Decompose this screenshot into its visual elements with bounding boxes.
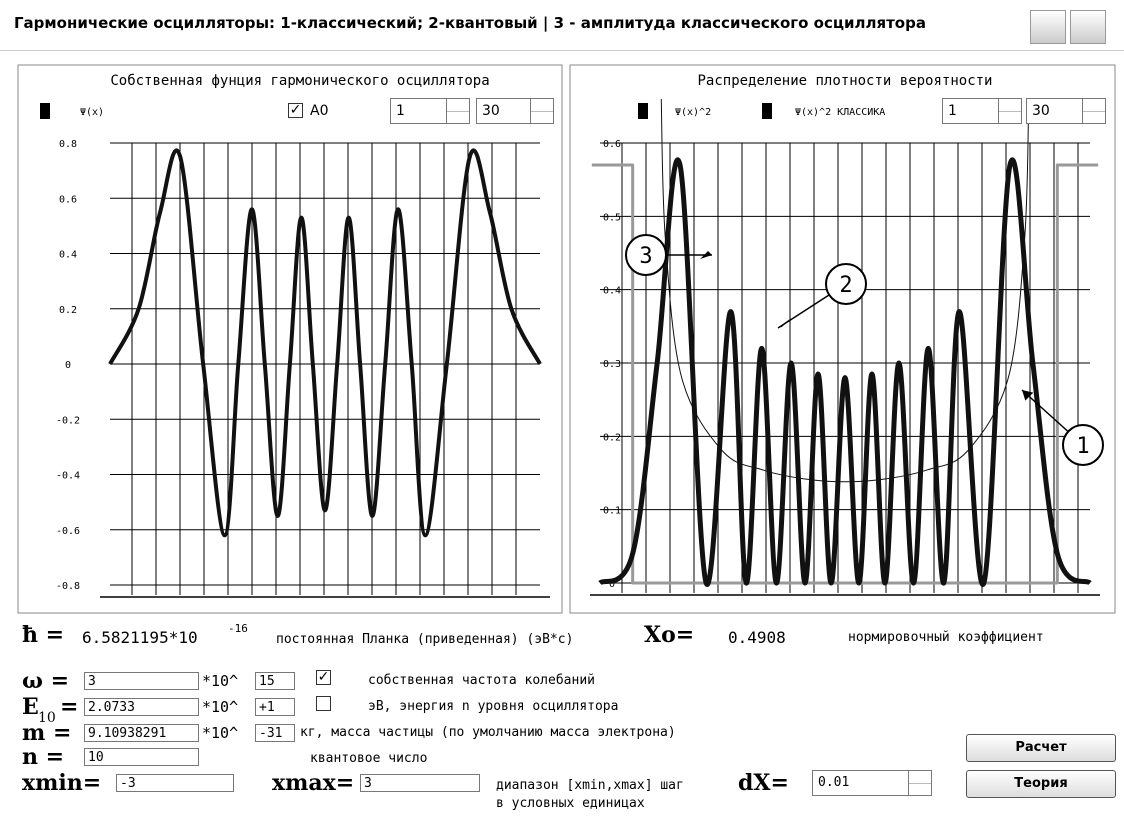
label: нормировочный коэффициент bbox=[848, 630, 1044, 645]
arrow-head bbox=[1022, 390, 1034, 401]
label: эВ, энергия n уровня осциллятора bbox=[368, 699, 619, 714]
spinner[interactable]: 1 bbox=[942, 98, 1022, 124]
text-input[interactable]: +1 bbox=[255, 698, 295, 716]
y-tick-label: -0.4 bbox=[56, 471, 80, 482]
arrow-head bbox=[700, 251, 712, 259]
label: n = bbox=[22, 744, 65, 770]
annotation-circle bbox=[625, 234, 667, 276]
legend-swatch bbox=[762, 103, 772, 119]
series-line bbox=[598, 157, 1092, 587]
chart-title: Распределение плотности вероятности bbox=[697, 73, 992, 89]
label: E bbox=[22, 694, 39, 720]
spinner[interactable]: 30 bbox=[1026, 98, 1106, 124]
annotation-label: 1 bbox=[1076, 434, 1089, 459]
y-tick-label: 0.2 bbox=[603, 432, 621, 443]
text-input[interactable]: 15 bbox=[255, 672, 295, 690]
legend-label: Ψ(x)^2 bbox=[675, 107, 711, 118]
legend-swatch bbox=[638, 103, 648, 119]
y-tick-label: 0 bbox=[65, 360, 71, 371]
chart-title: Собственная фунция гармонического осцилл… bbox=[110, 73, 489, 89]
text-input[interactable]: 9.10938291 bbox=[84, 724, 199, 742]
label: *10^ bbox=[202, 724, 239, 742]
y-tick-label: -0.2 bbox=[56, 415, 80, 426]
label: = bbox=[60, 694, 79, 720]
label: собственная частота колебаний bbox=[368, 673, 595, 688]
y-tick-label: 0.6 bbox=[603, 139, 621, 150]
text-input[interactable]: 2.0733 bbox=[84, 698, 199, 716]
text-input[interactable]: 3 bbox=[84, 672, 199, 690]
series-line bbox=[108, 148, 542, 538]
legend-swatch bbox=[40, 103, 50, 119]
checkbox[interactable] bbox=[316, 696, 331, 711]
label: xmax= bbox=[272, 770, 355, 796]
value: 0.4908 bbox=[728, 628, 786, 647]
label: *10^ bbox=[202, 672, 239, 690]
y-tick-label: 0.5 bbox=[603, 212, 621, 223]
y-tick-label: 0.4 bbox=[603, 286, 621, 297]
theory-button[interactable]: Теория bbox=[966, 770, 1116, 798]
checkbox[interactable]: ✓ bbox=[288, 102, 303, 118]
annotation-label: 3 bbox=[639, 244, 652, 269]
text-input[interactable]: -3 bbox=[116, 774, 234, 792]
label: кг, масса частицы (по умолчанию масса эл… bbox=[300, 725, 676, 740]
checkbox-label: А0 bbox=[310, 103, 329, 119]
label: постоянная Планка (приведенная) (эВ*с) bbox=[276, 632, 574, 647]
y-tick-label: 0.3 bbox=[603, 359, 621, 370]
calc-button[interactable]: Расчет bbox=[966, 734, 1116, 762]
y-tick-label: 0.2 bbox=[59, 305, 77, 316]
y-tick-label: -0.6 bbox=[56, 526, 80, 537]
y-tick-label: -0.8 bbox=[56, 581, 80, 592]
legend-label: Ψ(x) bbox=[80, 107, 104, 118]
label: в условных единицах bbox=[496, 796, 645, 811]
label: ħ = bbox=[22, 622, 65, 648]
annotation-circle bbox=[1062, 424, 1104, 466]
text-input[interactable]: 3 bbox=[360, 774, 480, 792]
icon-button[interactable] bbox=[1070, 10, 1106, 44]
value: -16 bbox=[228, 622, 248, 635]
title-bar bbox=[0, 0, 1124, 51]
label: Xo= bbox=[644, 622, 695, 648]
spinner[interactable]: 1 bbox=[390, 98, 470, 124]
label: ω = bbox=[22, 668, 70, 694]
checkbox[interactable]: ✓ bbox=[316, 669, 331, 685]
spinner[interactable]: 30 bbox=[476, 98, 554, 124]
label: m = bbox=[22, 720, 72, 746]
window-title: Гармонические осцилляторы: 1-классически… bbox=[14, 14, 926, 32]
label: квантовое число bbox=[310, 751, 428, 766]
charts: Собственная фунция гармонического осцилл… bbox=[17, 64, 1116, 614]
icon-button[interactable] bbox=[1030, 10, 1066, 44]
label: 10 bbox=[38, 710, 56, 726]
label: *10^ bbox=[202, 698, 239, 716]
series-line bbox=[660, 98, 1030, 483]
panel bbox=[569, 64, 1116, 614]
y-tick-label: 0.4 bbox=[59, 250, 77, 261]
panel bbox=[17, 64, 563, 614]
y-tick-label: 0.6 bbox=[59, 194, 77, 205]
value: 6.5821195*10 bbox=[82, 628, 198, 647]
y-tick-label: 0 bbox=[609, 579, 615, 590]
series-line bbox=[591, 163, 1099, 585]
spinner[interactable]: 0.01 bbox=[812, 770, 932, 796]
label: dX= bbox=[738, 770, 789, 796]
arrow-head bbox=[778, 318, 791, 328]
label: xmin= bbox=[22, 770, 102, 796]
y-tick-label: 0.1 bbox=[603, 506, 621, 517]
annotation-label: 2 bbox=[839, 273, 852, 298]
y-tick-label: 0.8 bbox=[59, 139, 77, 150]
label: диапазон [xmin,xmax] шаг bbox=[496, 778, 684, 793]
legend-label: Ψ(x)^2 КЛАССИКА bbox=[795, 107, 885, 118]
text-input[interactable]: -31 bbox=[255, 724, 295, 742]
text-input[interactable]: 10 bbox=[84, 748, 199, 766]
annotation-circle bbox=[825, 263, 867, 305]
